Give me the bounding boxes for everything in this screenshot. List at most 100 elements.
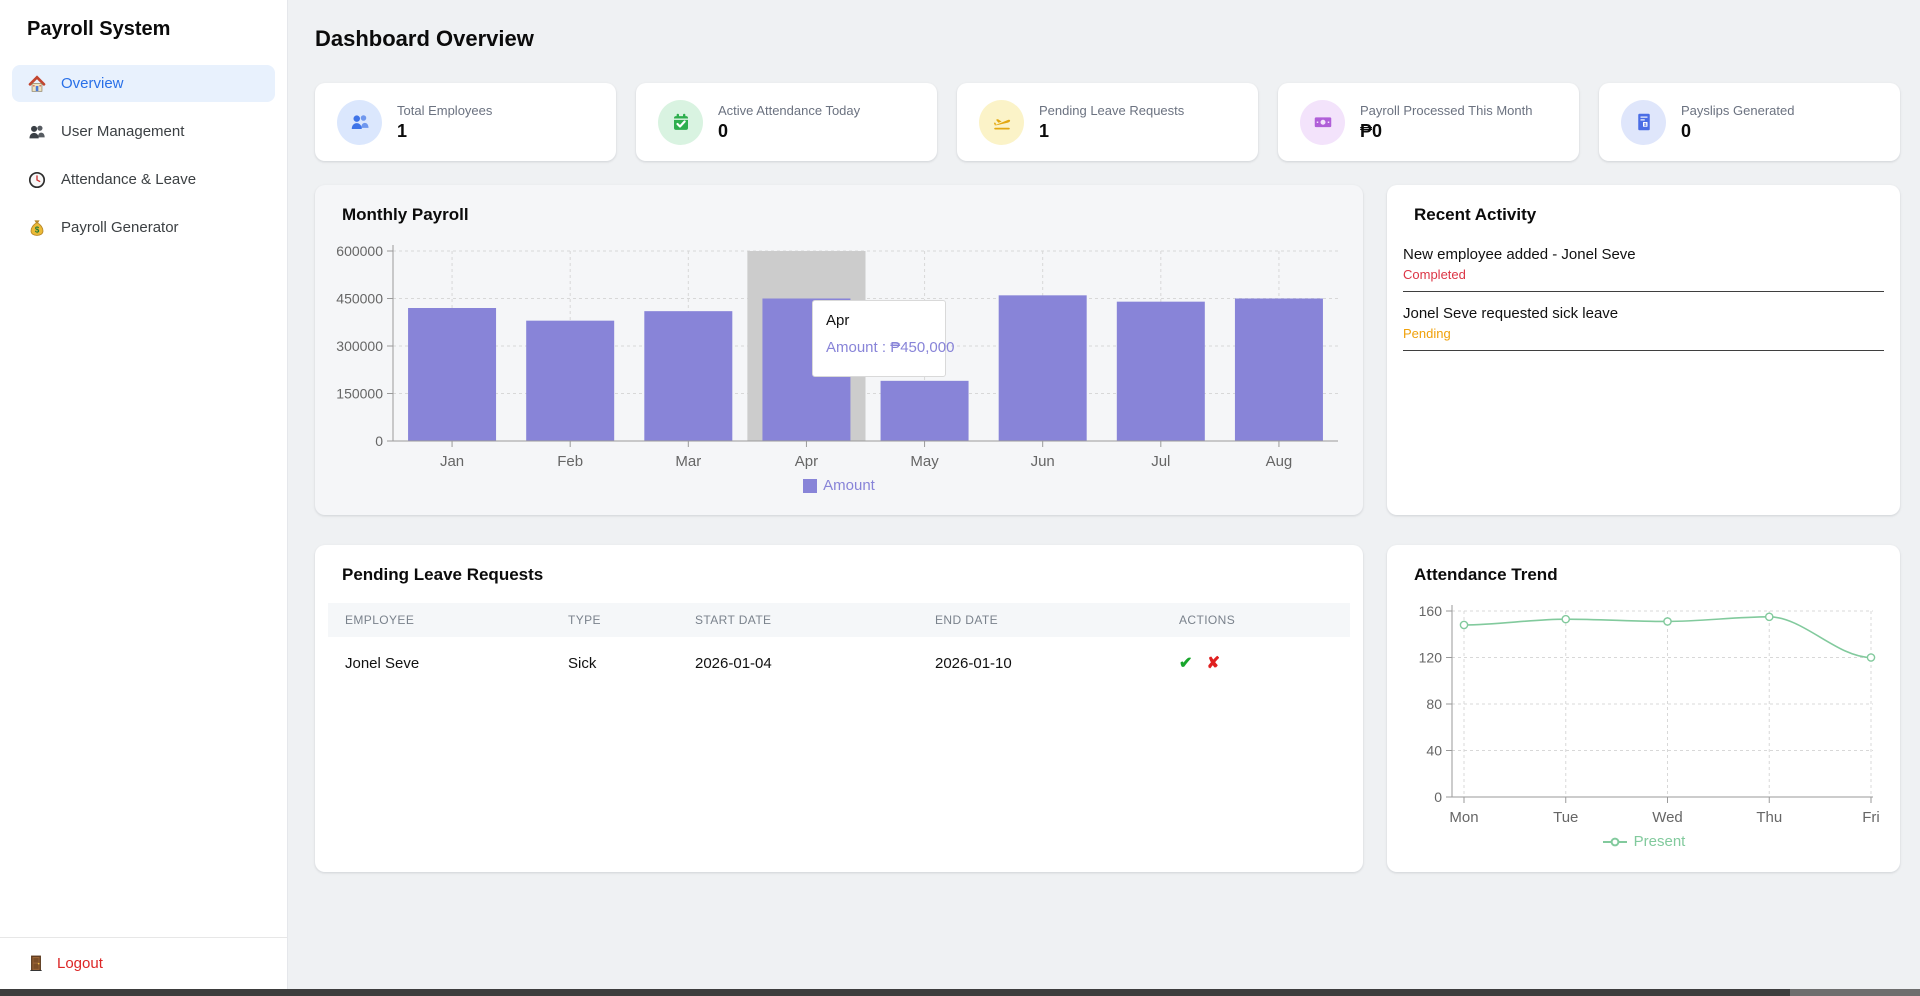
activity-list: New employee added - Jonel Seve Complete… [1403, 233, 1884, 351]
table-header: EMPLOYEE TYPE START DATE END DATE ACTION… [328, 603, 1350, 637]
column-header-end-date: END DATE [935, 613, 998, 627]
svg-text:80: 80 [1426, 696, 1442, 712]
door-icon [27, 954, 45, 972]
cell-actions: ✔ ✘ [1162, 653, 1350, 673]
cell-type: Sick [568, 654, 597, 672]
logout-label: Logout [57, 954, 103, 972]
svg-text:150000: 150000 [336, 386, 383, 402]
pending-leave-requests-title: Pending Leave Requests [342, 565, 544, 584]
recent-activity-panel: Recent Activity New employee added - Jon… [1387, 185, 1900, 515]
svg-text:Thu: Thu [1756, 809, 1782, 826]
svg-text:Feb: Feb [557, 453, 583, 470]
attendance-trend-line-chart[interactable]: 0 40 80 120 160 Mon Tue Wed Thu Fri [1387, 545, 1900, 872]
sidebar-item-attendance-leave[interactable]: Attendance & Leave [12, 161, 275, 198]
legend-label: Present [1633, 833, 1686, 850]
activity-status: Completed [1403, 267, 1466, 282]
svg-text:450000: 450000 [336, 291, 383, 307]
stat-value: 1 [1039, 120, 1050, 141]
users-icon [337, 99, 382, 145]
reject-x-icon[interactable]: ✘ [1206, 655, 1220, 672]
column-header-start-date: START DATE [695, 613, 772, 627]
sidebar-item-label: Overview [61, 75, 124, 92]
svg-text:Jun: Jun [1031, 453, 1055, 470]
svg-text:160: 160 [1419, 603, 1443, 619]
svg-text:40: 40 [1426, 743, 1442, 759]
stat-card-payroll-processed: Payroll Processed This Month ₱0 [1278, 83, 1579, 161]
tooltip-label: Apr [826, 312, 850, 329]
leave-requests-table: EMPLOYEE TYPE START DATE END DATE ACTION… [328, 603, 1350, 689]
svg-text:May: May [910, 453, 939, 470]
stat-value: 0 [718, 120, 729, 141]
legend-swatch-amount [803, 478, 818, 493]
stat-label: Payroll Processed This Month [1360, 102, 1533, 118]
svg-text:0: 0 [1434, 789, 1442, 805]
pending-leave-requests-panel: Pending Leave Requests EMPLOYEE TYPE STA… [315, 545, 1363, 872]
svg-text:Mar: Mar [675, 453, 701, 470]
svg-text:Jan: Jan [440, 453, 464, 470]
stat-card-active-attendance: Active Attendance Today 0 [636, 83, 937, 161]
stat-cards-row: Total Employees 1 Active Attendance Toda… [315, 83, 1900, 161]
chart-tooltip: Apr Amount : ₱450,000 [812, 300, 955, 377]
stat-label: Payslips Generated [1681, 102, 1795, 118]
money-bag-icon: $ [28, 219, 46, 237]
activity-text: Jonel Seve requested sick leave [1403, 305, 1619, 322]
stat-card-pending-leaves: Pending Leave Requests 1 [957, 83, 1258, 161]
svg-text:300000: 300000 [336, 338, 383, 354]
svg-text:Apr: Apr [795, 453, 818, 470]
bar-legend[interactable]: Amount [315, 477, 1363, 494]
approve-check-icon[interactable]: ✔ [1179, 655, 1193, 672]
svg-text:Mon: Mon [1449, 809, 1478, 826]
sidebar-item-overview[interactable]: Overview [12, 65, 275, 102]
stat-label: Total Employees [397, 102, 493, 118]
legend-label: Amount [823, 477, 875, 494]
stat-value: ₱0 [1360, 120, 1383, 141]
cell-start-date: 2026-01-04 [695, 654, 772, 672]
banknote-icon [1300, 99, 1345, 145]
activity-text: New employee added - Jonel Seve [1403, 246, 1636, 263]
line-legend[interactable]: Present [1387, 833, 1900, 850]
stat-label: Pending Leave Requests [1039, 102, 1185, 118]
clock-icon [28, 171, 46, 189]
sidebar-item-label: Payroll Generator [61, 219, 179, 236]
tooltip-value: Amount : ₱450,000 [826, 339, 955, 356]
logout-section: Logout [0, 937, 287, 988]
sidebar-item-user-management[interactable]: User Management [12, 113, 275, 150]
sidebar: Payroll System Overview User Management … [0, 0, 288, 996]
attendance-trend-title: Attendance Trend [1414, 565, 1558, 584]
sidebar-item-payroll-generator[interactable]: $ Payroll Generator [12, 209, 275, 246]
cell-employee: Jonel Seve [345, 654, 420, 672]
cell-end-date: 2026-01-10 [935, 654, 1012, 672]
svg-text:0: 0 [375, 433, 383, 449]
sidebar-item-label: User Management [61, 123, 185, 140]
activity-status: Pending [1403, 326, 1451, 341]
monthly-payroll-panel: Monthly Payroll 0 150000 300000 450000 60000… [315, 185, 1363, 515]
scrollbar-corner [1790, 989, 1920, 996]
payslip-icon: $ [1621, 99, 1666, 145]
column-header-employee: EMPLOYEE [345, 613, 415, 627]
svg-text:600000: 600000 [336, 243, 383, 259]
horizontal-scrollbar[interactable] [0, 989, 1920, 996]
column-header-type: TYPE [568, 613, 601, 627]
svg-text:$: $ [35, 225, 40, 234]
svg-text:120: 120 [1419, 650, 1443, 666]
app-title: Payroll System [27, 18, 171, 40]
plane-departure-icon [979, 99, 1024, 145]
svg-text:Jul: Jul [1151, 453, 1170, 470]
calendar-check-icon [658, 99, 703, 145]
page-title: Dashboard Overview [315, 26, 534, 51]
attendance-trend-panel: Attendance Trend 0 40 80 120 160 Mon Tue Wed Thu… [1387, 545, 1900, 872]
stat-card-payslips-generated: $ Payslips Generated 0 [1599, 83, 1900, 161]
legend-line-icon [1602, 836, 1628, 848]
svg-text:Tue: Tue [1553, 809, 1578, 826]
stat-card-total-employees: Total Employees 1 [315, 83, 616, 161]
users-icon [28, 123, 46, 141]
activity-item: Jonel Seve requested sick leave Pending [1403, 292, 1884, 351]
monthly-payroll-bar-chart[interactable]: 0 150000 300000 450000 600000 Jan Feb Mar Apr May… [315, 185, 1363, 515]
stat-value: 1 [397, 120, 408, 141]
svg-text:Wed: Wed [1652, 809, 1683, 826]
monthly-payroll-title: Monthly Payroll [342, 205, 469, 224]
logout-button[interactable]: Logout [27, 954, 260, 972]
recent-activity-title: Recent Activity [1414, 205, 1537, 224]
sidebar-item-label: Attendance & Leave [61, 171, 197, 188]
svg-text:$: $ [1643, 122, 1646, 127]
